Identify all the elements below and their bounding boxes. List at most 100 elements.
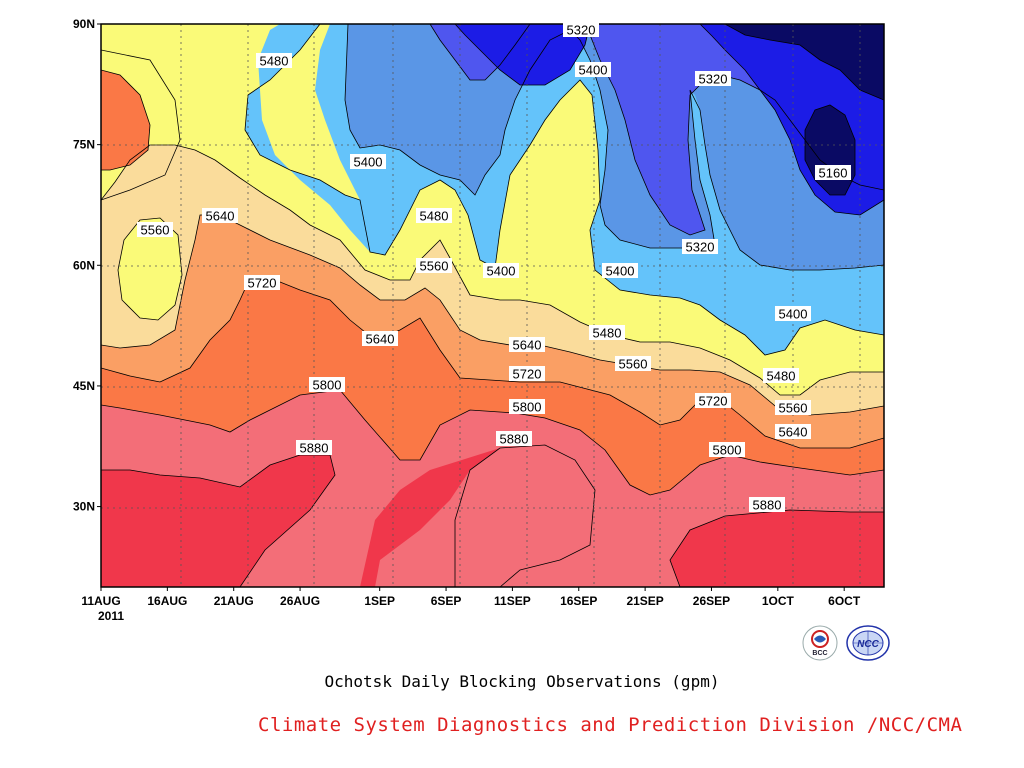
svg-text:5880: 5880 <box>500 432 529 447</box>
isoline-5160 <box>724 24 884 196</box>
svg-text:5640: 5640 <box>513 338 542 353</box>
contour-label: 5800 <box>309 377 345 393</box>
contour-label: 5320 <box>682 239 718 255</box>
y-tick-label: 45N <box>73 379 95 393</box>
contour-label: 5400 <box>483 263 519 279</box>
x-tick-label: 1SEP <box>364 594 395 608</box>
contour-label: 5800 <box>509 399 545 415</box>
contour-label: 5480 <box>763 368 799 384</box>
contour-label: 5320 <box>695 71 731 87</box>
svg-text:5640: 5640 <box>206 209 235 224</box>
x-tick-label: 6SEP <box>431 594 462 608</box>
contour-label: 5560 <box>416 258 452 274</box>
x-tick-label: 6OCT <box>828 594 861 608</box>
contour-label: 5640 <box>509 337 545 353</box>
contour-label: 5800 <box>709 442 745 458</box>
svg-text:5560: 5560 <box>420 259 449 274</box>
fill-island-5560 <box>118 218 182 320</box>
y-tick-label: 60N <box>73 258 95 272</box>
svg-text:5400: 5400 <box>487 264 516 279</box>
x-tick-label: 11AUG <box>81 594 120 608</box>
contour-labels: 5320 5400 5320 5480 5400 5160 5560 5640 5480 5320… <box>137 22 851 513</box>
contour-label: 5720 <box>695 393 731 409</box>
isoline-5400 <box>344 24 884 271</box>
x-axis: 11AUG 16AUG 21AUG 26AUG 1SEP 6SEP 11SEP 16SEP 21… <box>81 587 861 608</box>
ncc-logo-icon: NCC <box>846 625 890 661</box>
contour-label: 5400 <box>575 62 611 78</box>
svg-text:5160: 5160 <box>819 166 848 181</box>
svg-text:5880: 5880 <box>753 498 782 513</box>
fill-below-5160 <box>725 24 884 195</box>
svg-text:5800: 5800 <box>313 378 342 393</box>
contour-label: 5320 <box>563 22 599 38</box>
contour-label: 5720 <box>244 275 280 291</box>
contour-label: 5560 <box>775 400 811 416</box>
contour-label: 5480 <box>589 325 625 341</box>
contour-label: 5560 <box>137 222 173 238</box>
isoline-5320 <box>429 24 884 236</box>
contour-label: 5640 <box>202 208 238 224</box>
fill-5160-5240 <box>455 24 884 215</box>
isoline-west-ring <box>101 49 181 201</box>
x-tick-label: 26AUG <box>280 594 320 608</box>
svg-text:5720: 5720 <box>513 367 542 382</box>
svg-text:5480: 5480 <box>260 54 289 69</box>
svg-text:5400: 5400 <box>606 264 635 279</box>
x-tick-label: 16AUG <box>147 594 187 608</box>
y-tick-label: 75N <box>73 138 95 152</box>
chart-title: Ochotsk Daily Blocking Observations (gpm… <box>324 672 720 691</box>
x-tick-label: 21AUG <box>214 594 254 608</box>
year-label: 2011 <box>98 609 124 623</box>
contour-label: 5720 <box>509 366 545 382</box>
isoline-5480 <box>244 24 884 356</box>
contour-label: 5880 <box>296 440 332 456</box>
isoline-5560 <box>101 144 884 396</box>
contour-label: 5400 <box>602 263 638 279</box>
svg-text:5320: 5320 <box>699 72 728 87</box>
svg-text:5320: 5320 <box>567 23 596 38</box>
svg-text:5880: 5880 <box>300 441 329 456</box>
svg-text:5560: 5560 <box>141 223 170 238</box>
svg-text:5480: 5480 <box>420 209 449 224</box>
fill-5320-5400 <box>345 24 884 270</box>
svg-text:NCC: NCC <box>857 639 879 650</box>
svg-text:5480: 5480 <box>767 369 796 384</box>
y-tick-label: 30N <box>73 500 95 514</box>
svg-text:5640: 5640 <box>366 332 395 347</box>
isoline-5640 <box>101 214 884 416</box>
svg-text:5560: 5560 <box>779 401 808 416</box>
y-axis: 30N 45N 60N 75N 90N <box>73 17 101 514</box>
isoline-5240 <box>454 24 884 216</box>
svg-text:5800: 5800 <box>513 400 542 415</box>
contour-label: 5560 <box>615 356 651 372</box>
contour-label: 5640 <box>775 424 811 440</box>
x-tick-label: 1OCT <box>762 594 795 608</box>
x-tick-label: 21SEP <box>626 594 663 608</box>
isoline-5800 <box>101 389 884 496</box>
isoline-5880-west <box>101 454 336 587</box>
svg-text:5480: 5480 <box>593 326 622 341</box>
svg-text:5720: 5720 <box>699 394 728 409</box>
x-tick-label: 11SEP <box>494 594 531 608</box>
contour-label: 5160 <box>815 165 851 181</box>
contour-label: 5880 <box>496 431 532 447</box>
y-tick-label: 90N <box>73 17 95 31</box>
svg-text:5800: 5800 <box>713 443 742 458</box>
svg-text:5320: 5320 <box>686 240 715 255</box>
svg-text:5640: 5640 <box>779 425 808 440</box>
contour-label: 5400 <box>775 306 811 322</box>
svg-text:BCC: BCC <box>812 650 827 657</box>
contour-label: 5640 <box>362 331 398 347</box>
contour-label: 5880 <box>749 497 785 513</box>
svg-text:5400: 5400 <box>579 63 608 78</box>
svg-text:5720: 5720 <box>248 276 277 291</box>
contour-label: 5480 <box>416 208 452 224</box>
svg-text:5400: 5400 <box>354 155 383 170</box>
x-tick-label: 26SEP <box>693 594 730 608</box>
plot-frame <box>100 23 885 588</box>
svg-text:5400: 5400 <box>779 307 808 322</box>
bcc-logo-icon: BCC <box>802 625 838 661</box>
isoline-west-warm <box>101 69 151 171</box>
x-tick-label: 16SEP <box>560 594 597 608</box>
